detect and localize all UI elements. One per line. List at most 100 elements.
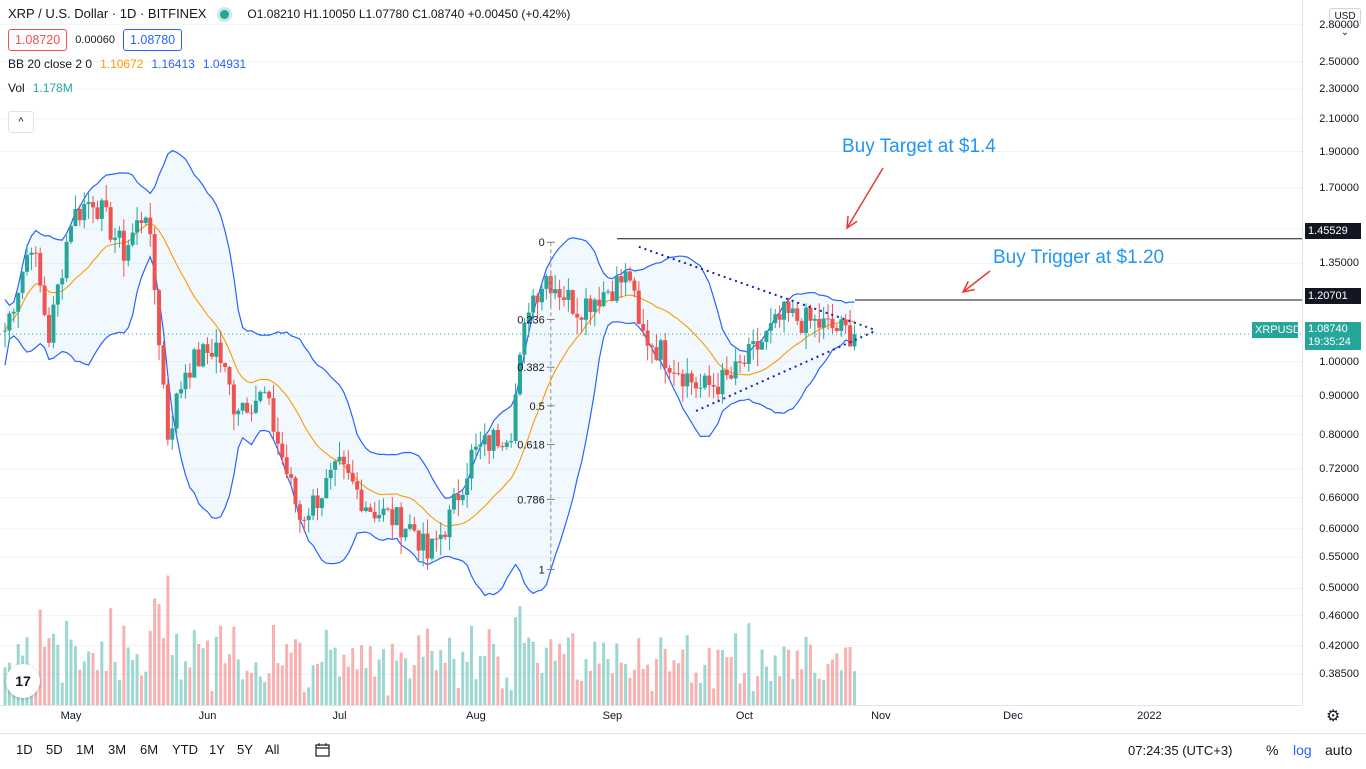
candle-body [654,347,659,360]
volume-bar [839,670,843,705]
candle-body [47,314,52,343]
volume-bar [747,623,751,705]
candle-body [799,320,804,333]
candle-body [337,456,342,462]
symbol-price-tag: XRPUSD [1252,322,1301,338]
date-range-calendar-icon[interactable] [314,742,332,761]
volume-bar [619,662,623,705]
volume-bar [364,668,368,705]
candle-body [429,538,434,559]
volume-bar [443,662,447,705]
volume-bar [219,625,223,705]
bb-upper-value: 1.16413 [151,57,195,71]
bb-indicator-label[interactable]: BB 20 close 2 0 [8,57,93,71]
volume-bar [316,663,319,705]
symbol-title[interactable]: XRP / U.S. Dollar · 1D · BITFINEX [8,6,207,21]
candle-body [341,456,346,465]
volume-bar [113,662,117,705]
volume-bar [610,673,614,705]
candle-body [117,230,122,238]
volume-bar [254,662,258,705]
candle-body [804,307,809,333]
candle-body [487,435,492,451]
ohlc-values: O1.08210 H1.10050 L1.07780 C1.08740 +0.0… [247,7,571,21]
buy-price-button[interactable]: 1.08780 [122,29,183,51]
volume-bar [210,691,214,705]
trigger-arrow-head [961,280,975,294]
range-button-5d[interactable]: 5D [46,742,63,757]
candle-body [403,528,408,538]
candle-body [262,391,267,393]
range-button-3m[interactable]: 3M [108,742,127,757]
market-status-icon[interactable] [220,9,230,19]
bb-upper-line [4,149,855,499]
candle-body [504,442,509,447]
volume-bar [223,663,227,705]
candle-body [738,361,743,363]
price-chart[interactable]: 0 0.236 0.382 0.5 0.618 0.786 1 [0,0,1302,705]
annotation-buy-trigger[interactable]: Buy Trigger at $1.20 [993,247,1165,268]
collapse-legend-button[interactable]: ^ [8,111,34,133]
range-button-6m[interactable]: 6M [140,742,159,757]
log-scale-button[interactable]: log [1293,742,1312,758]
chart-pane[interactable]: 0 0.236 0.382 0.5 0.618 0.786 1 XRP / U.S. Dol… [0,0,1302,705]
clock-timezone[interactable]: 07:24:35 (UTC+3) [1128,743,1233,758]
volume-bar [571,633,575,705]
range-button-1m[interactable]: 1M [76,742,95,757]
candle-body [51,304,56,343]
price-scale[interactable]: USD ⌄ 2.80000 2.50000 2.30000 2.10000 1.9000… [1302,0,1366,705]
candle-body [786,301,791,313]
candle-body [126,245,131,261]
month-label: Jul [332,710,347,722]
candle-body [575,313,580,318]
sell-price-button[interactable]: 1.08720 [8,29,68,51]
candle-body [821,318,826,328]
volume-bar [492,644,496,705]
range-button-5y[interactable]: 5Y [237,742,253,757]
volume-bar [408,678,412,705]
candle-body [143,217,148,224]
currency-button[interactable]: USD ⌄ [1329,8,1361,38]
range-button-ytd[interactable]: YTD [172,742,198,757]
volume-bar [399,652,403,705]
price-tick: 1.70000 [1319,181,1359,194]
month-label: Dec [1003,710,1023,722]
range-button-all[interactable]: All [265,742,280,757]
candle-body [25,254,30,272]
annotation-buy-target[interactable]: Buy Target at $1.4 [842,136,996,157]
volume-bar [293,639,297,705]
candle-body [306,515,311,520]
volume-bar [139,675,143,705]
price-tick: 0.60000 [1319,522,1359,535]
candle-body [42,285,47,315]
range-button-1y[interactable]: 1Y [209,742,225,757]
candle-body [82,204,87,221]
candle-body [628,271,632,281]
candle-body [11,311,16,314]
volume-bar [355,669,359,705]
price-tick: 0.80000 [1319,428,1359,441]
volume-bar [509,690,513,705]
tradingview-logo[interactable]: 17 [6,664,40,698]
candle-body [91,202,96,208]
candle-body [672,372,677,374]
settings-gear-icon[interactable]: ⚙ [1326,708,1341,725]
volume-bar [91,652,95,705]
percent-scale-button[interactable]: % [1266,742,1279,758]
volume-bar [51,633,55,705]
volume-bar [685,635,689,705]
candle-body [324,478,329,499]
volume-bar [522,642,526,705]
candle-body [553,289,558,294]
volume-bar [47,638,51,705]
time-axis[interactable]: May Jun Jul Aug Sep Oct Nov Dec 2022 [0,705,1302,728]
auto-scale-button[interactable]: auto [1325,742,1353,758]
volume-bar [329,649,333,705]
candle-body [333,461,338,470]
candle-body [201,344,206,367]
volume-label[interactable]: Vol [8,81,25,95]
range-button-1d[interactable]: 1D [16,742,33,757]
candle-body [777,314,782,320]
price-tick: 2.50000 [1319,55,1359,68]
volume-bar [756,676,760,705]
